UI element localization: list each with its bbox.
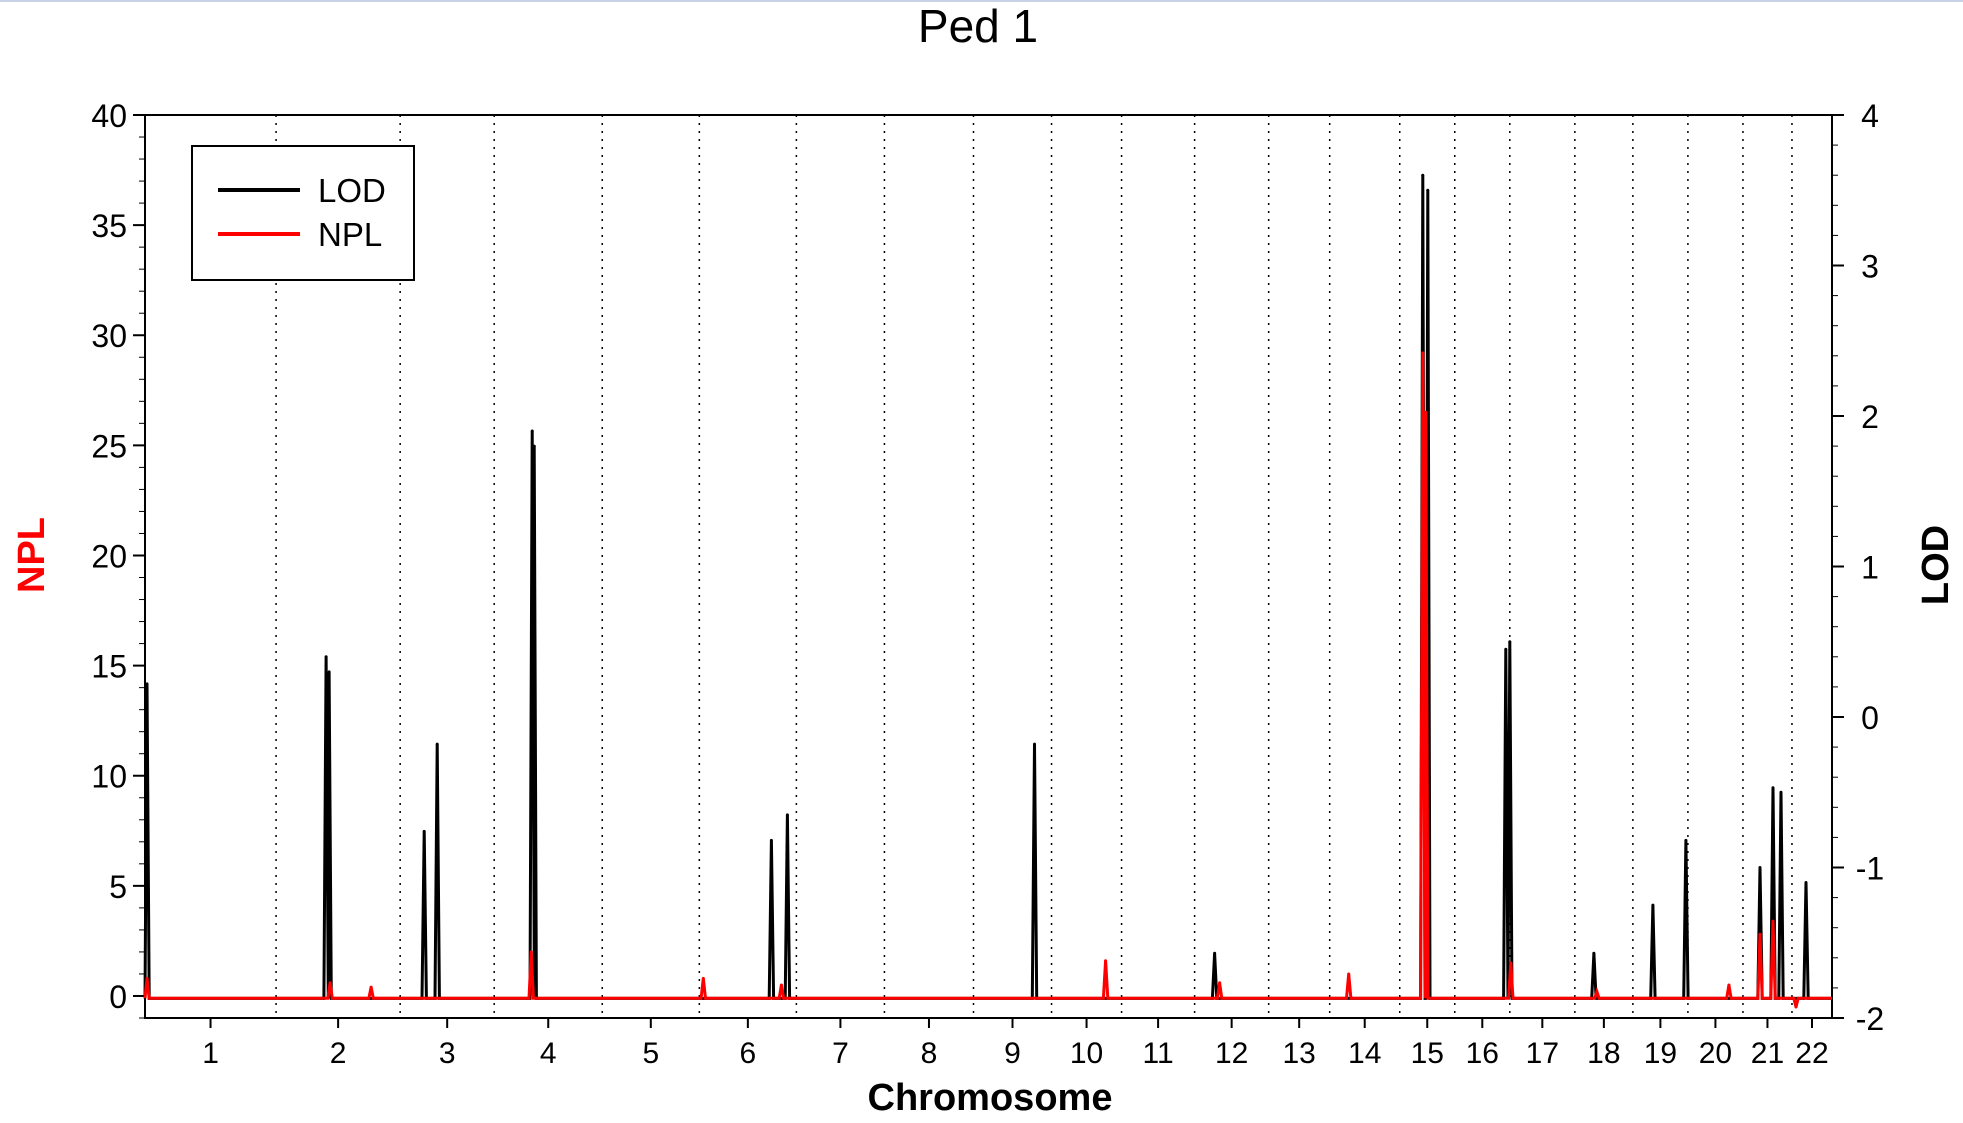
lod-axis-label: LOD	[1915, 525, 1957, 605]
chromosome-tick-label: 4	[540, 1037, 557, 1070]
npl-peak-point	[1758, 932, 1762, 936]
chromosome-tick-label: 1	[202, 1037, 219, 1070]
npl-peak-point	[701, 976, 705, 980]
lod-tick-label: -1	[1856, 851, 1884, 887]
chromosome-axis-label: Chromosome	[868, 1077, 1113, 1119]
lod-tick-label: 0	[1861, 700, 1879, 736]
chromosome-tick-label: 12	[1215, 1037, 1248, 1070]
chromosome-tick-label: 15	[1411, 1037, 1444, 1070]
chromosome-tick-label: 16	[1466, 1037, 1499, 1070]
chromosome-tick-label: 14	[1348, 1037, 1381, 1070]
lod-tick-label: 1	[1861, 550, 1879, 586]
lod-peak-point	[327, 670, 331, 674]
legend-label-npl: NPL	[318, 216, 382, 253]
npl-peak-point	[1595, 990, 1599, 994]
npl-tick-label: 35	[91, 208, 127, 244]
npl-tick-label: 0	[109, 979, 127, 1015]
npl-peak-point	[1421, 351, 1425, 355]
lod-peak-point	[145, 682, 149, 686]
lod-peak-point	[1033, 742, 1037, 746]
npl-tick-label: 25	[91, 428, 127, 464]
lod-peak-point	[1421, 173, 1425, 177]
lod-peak-point	[530, 429, 534, 433]
chromosome-tick-label: 10	[1070, 1037, 1103, 1070]
npl-peak-point	[1771, 919, 1775, 923]
chromosome-tick-label: 19	[1644, 1037, 1677, 1070]
lod-peak-point	[532, 444, 536, 448]
npl-peak-point	[145, 976, 149, 980]
chromosome-tick-label: 13	[1282, 1037, 1315, 1070]
npl-axis: 0 5 10 15 20 25 30 35 40	[91, 98, 145, 1019]
chromosome-tick-label: 2	[330, 1037, 347, 1070]
lod-peak-point	[1504, 647, 1508, 651]
chromosome-tick-label: 8	[921, 1037, 938, 1070]
lod-peak-point	[1651, 903, 1655, 907]
legend: LOD NPL	[191, 145, 415, 281]
chart-title: Ped 1	[918, 0, 1038, 52]
npl-tick-label: 5	[109, 869, 127, 905]
chromosome-tick-label: 17	[1526, 1037, 1559, 1070]
chromosome-axis: 1 2 3 4 5 6 7 8 9 10 11 12 13 14 15 16 17 18 19 20 21 22	[202, 1018, 1829, 1070]
npl-peak-point	[1794, 1005, 1798, 1009]
npl-peak-point	[779, 983, 783, 987]
lod-axis: -2 -1 0 1 2 3 4	[1832, 98, 1884, 1037]
lod-peak-point	[785, 813, 789, 817]
npl-tick-label: 20	[91, 538, 127, 574]
npl-tick-label: 30	[91, 318, 127, 354]
npl-peak-point	[1347, 972, 1351, 976]
npl-peak-point	[1218, 981, 1222, 985]
lod-tick-label: 3	[1861, 249, 1879, 285]
chromosome-tick-label: 6	[740, 1037, 757, 1070]
lod-peak-point	[1684, 838, 1688, 842]
chromosome-tick-label: 20	[1699, 1037, 1732, 1070]
lod-peak-point	[324, 655, 328, 659]
chromosome-tick-label: 22	[1795, 1037, 1828, 1070]
npl-peak-point	[1727, 983, 1731, 987]
legend-label-lod: LOD	[318, 172, 386, 209]
lod-peak-point	[1771, 786, 1775, 790]
lod-peak-point	[769, 838, 773, 842]
lod-peak-point	[1508, 640, 1512, 644]
lod-peak-point	[1779, 790, 1783, 794]
lod-peak-point	[1426, 188, 1430, 192]
lod-peak-point	[1213, 951, 1217, 955]
lod-peak-point	[1592, 951, 1596, 955]
npl-peak-point	[369, 985, 373, 989]
npl-peak-point	[529, 950, 533, 954]
chromosome-tick-label: 18	[1587, 1037, 1620, 1070]
lod-peak-point	[435, 742, 439, 746]
chromosome-tick-label: 21	[1751, 1037, 1784, 1070]
npl-tick-label: 10	[91, 759, 127, 795]
chromosome-tick-label: 11	[1143, 1037, 1174, 1070]
lod-tick-label: 4	[1861, 98, 1879, 134]
chromosome-tick-label: 3	[439, 1037, 456, 1070]
npl-peak-point	[1104, 959, 1108, 963]
chromosome-tick-label: 7	[832, 1037, 849, 1070]
npl-peak-point	[328, 981, 332, 985]
legend-box	[191, 145, 415, 281]
lod-peak-point	[1758, 866, 1762, 869]
lod-tick-label: 2	[1861, 399, 1879, 435]
npl-axis-label: NPL	[11, 517, 53, 593]
lod-peak-point	[1804, 881, 1808, 885]
npl-tick-label: 15	[91, 649, 127, 685]
npl-peak-point	[1509, 961, 1513, 965]
chart-title-text: Ped 1	[918, 0, 1038, 52]
npl-peak-point	[1424, 410, 1428, 414]
lod-peak-point	[422, 829, 426, 833]
window-top-border	[0, 0, 1963, 2]
chromosome-tick-label: 9	[1004, 1037, 1021, 1070]
lod-tick-label: -2	[1856, 1001, 1884, 1037]
npl-series	[143, 351, 1832, 1009]
chromosome-tick-label: 5	[642, 1037, 659, 1070]
npl-tick-label: 40	[91, 98, 127, 134]
